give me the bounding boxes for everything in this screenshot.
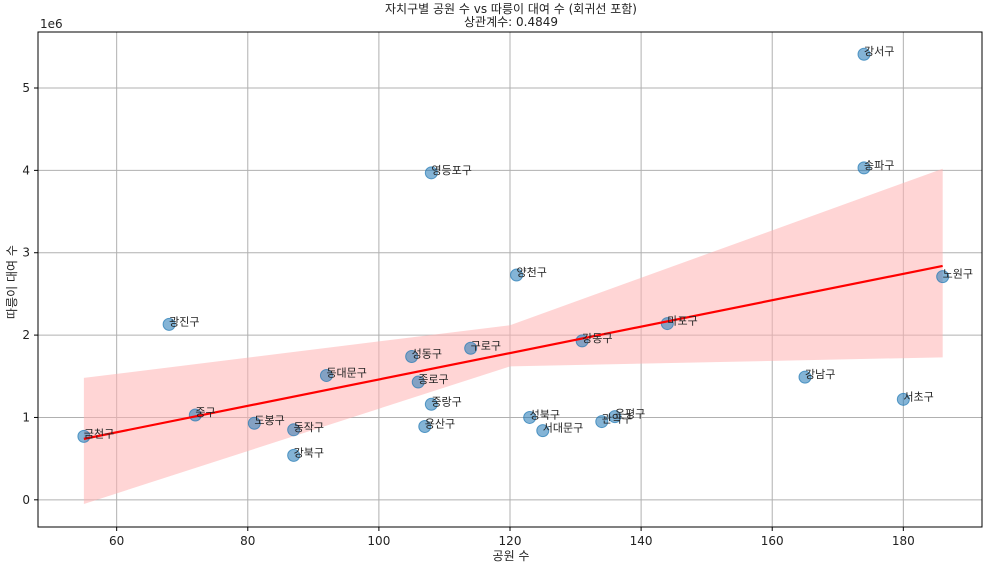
point-label: 마포구 xyxy=(667,315,697,328)
data-point xyxy=(896,392,910,406)
data-point xyxy=(424,166,438,180)
point-label: 도봉구 xyxy=(254,414,284,427)
data-point xyxy=(608,410,622,424)
data-point xyxy=(319,368,333,382)
chart-subtitle: 상관계수: 0.4849 xyxy=(464,15,558,29)
y-tick-label: 0 xyxy=(22,493,30,507)
point-label: 관악구 xyxy=(602,413,632,426)
point-label: 성북구 xyxy=(530,408,560,421)
data-point xyxy=(424,397,438,411)
data-point xyxy=(936,270,950,284)
data-point xyxy=(287,448,301,462)
regression-line xyxy=(83,264,943,440)
data-point xyxy=(798,370,812,384)
x-tick-label: 140 xyxy=(630,534,653,548)
x-tick-label: 100 xyxy=(367,534,390,548)
point-label: 중랑구 xyxy=(431,395,461,408)
data-point xyxy=(247,416,261,430)
data-point xyxy=(857,161,871,175)
chart-title: 자치구별 공원 수 vs 따릉이 대여 수 (회귀선 포함) xyxy=(385,2,637,16)
y-tick-label: 4 xyxy=(22,163,30,177)
data-point xyxy=(411,375,425,389)
point-label: 노원구 xyxy=(943,268,973,281)
y-offset-label: 1e6 xyxy=(40,17,63,31)
x-tick-label: 160 xyxy=(761,534,784,548)
x-tick-label: 80 xyxy=(240,534,255,548)
point-label: 강서구 xyxy=(864,45,894,58)
point-label: 성동구 xyxy=(412,348,442,361)
confidence-band xyxy=(83,168,943,504)
point-label: 영등포구 xyxy=(431,164,471,177)
data-point xyxy=(595,415,609,429)
point-label: 서초구 xyxy=(903,390,933,403)
data-point xyxy=(857,47,871,61)
data-point xyxy=(523,410,537,424)
point-label: 은평구 xyxy=(615,408,645,421)
data-point xyxy=(77,429,91,443)
point-label: 구로구 xyxy=(471,339,501,352)
point-label: 용산구 xyxy=(425,418,455,431)
point-label: 양천구 xyxy=(517,265,547,279)
point-label: 강북구 xyxy=(294,446,324,459)
axis-ticks: 60 80 100 120 140 160 180 0 1 2 3 4 5 xyxy=(22,81,914,548)
x-axis-label: 공원 수 xyxy=(493,549,530,563)
x-tick-label: 60 xyxy=(109,534,124,548)
data-point xyxy=(536,424,550,438)
point-label: 중구 xyxy=(195,406,215,419)
point-label: 동대문구 xyxy=(326,366,366,379)
point-label: 금천구 xyxy=(84,426,114,440)
data-point xyxy=(287,423,301,437)
point-label: 동작구 xyxy=(294,421,324,434)
point-label: 종로구 xyxy=(418,373,448,386)
y-tick-label: 2 xyxy=(22,328,30,342)
y-axis-label: 따릉이 대여 수 xyxy=(5,245,19,319)
y-tick-label: 3 xyxy=(22,246,30,260)
data-point xyxy=(418,420,432,434)
point-label: 강남구 xyxy=(805,368,835,381)
data-point xyxy=(464,341,478,355)
point-label: 강동구 xyxy=(582,332,612,345)
y-tick-label: 1 xyxy=(22,410,30,424)
point-label: 송파구 xyxy=(864,159,894,172)
x-tick-label: 120 xyxy=(499,534,522,548)
data-points xyxy=(77,47,950,462)
data-point xyxy=(405,350,419,364)
y-tick-label: 5 xyxy=(22,81,30,95)
x-tick-label: 180 xyxy=(892,534,915,548)
data-point xyxy=(162,317,176,331)
data-point xyxy=(510,268,524,282)
point-label: 광진구 xyxy=(169,315,199,328)
point-label: 서대문구 xyxy=(543,422,583,435)
